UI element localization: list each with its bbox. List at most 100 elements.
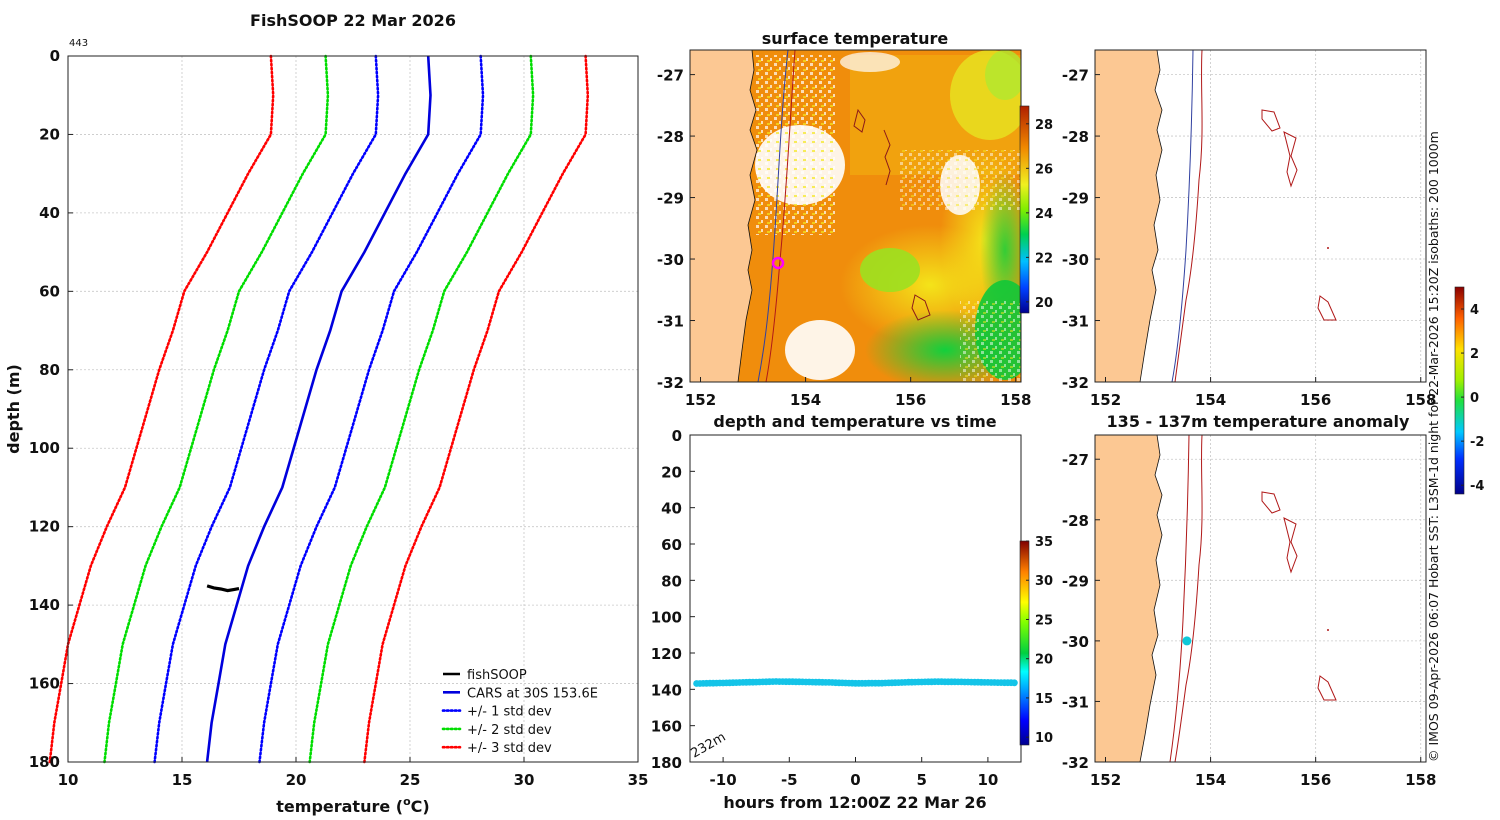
map-y-tick-label: -32 — [1062, 374, 1089, 392]
map-y-tick-label: -31 — [1062, 313, 1089, 331]
profile-title: FishSOOP 22 Mar 2026 — [250, 11, 456, 30]
map-y-tick-label: -28 — [657, 128, 684, 146]
cars-mean-line — [205, 55, 432, 763]
sst-colorbar — [1019, 105, 1030, 314]
time-panel-title: depth and temperature vs time — [713, 412, 996, 431]
time-y-tick-label: 0 — [672, 427, 682, 445]
time-x-tick-label: 5 — [916, 771, 926, 789]
colorbar-tick-label: -2 — [1470, 435, 1484, 450]
map-x-tick-label: 154 — [1195, 771, 1226, 789]
map-x-tick-label: 156 — [1300, 391, 1331, 409]
profile-y-tick-label: 180 — [29, 753, 60, 771]
colorbar-tick-label: 30 — [1035, 574, 1053, 589]
legend-entry: +/- 3 std dev — [467, 741, 552, 756]
map-y-tick-label: -32 — [1062, 754, 1089, 772]
profile-x-tick-label: 35 — [628, 771, 649, 789]
colorbar-tick-label: 2 — [1470, 347, 1479, 362]
profile-y-tick-label: 60 — [39, 282, 60, 300]
coast-map-panel: 152 154 156 158 -27 -28 -29 -30 -31 -32 — [1062, 49, 1437, 409]
map-y-tick-label: -30 — [1062, 251, 1089, 269]
fishsoop-observation — [206, 584, 240, 593]
profile-legend: fishSOOP CARS at 30S 153.6E +/- 1 std dev +… — [441, 668, 598, 756]
legend-entry: CARS at 30S 153.6E — [467, 686, 598, 701]
sst-isobath-1000 — [765, 50, 796, 382]
profile-id-label: 443 — [69, 38, 88, 49]
time-x-tick-label: -5 — [781, 771, 798, 789]
colorbar-tick-label: 4 — [1470, 303, 1479, 318]
profile-y-tick-label: 40 — [39, 204, 60, 222]
map-x-tick-label: 156 — [895, 391, 926, 409]
map-y-tick-label: -28 — [1062, 128, 1089, 146]
map-x-tick-label: 152 — [1090, 391, 1121, 409]
profile-y-label: depth (m) — [4, 364, 23, 454]
map-y-tick-label: -27 — [1062, 451, 1089, 469]
anomaly-map-ticks: 152 154 156 158 -27 -28 -29 -30 -31 -32 — [1062, 451, 1437, 789]
sst-image — [690, 50, 1021, 382]
anomaly-map-land — [1095, 435, 1163, 762]
map-y-tick-label: -28 — [1062, 512, 1089, 530]
map-x-tick-label: 152 — [1090, 771, 1121, 789]
std-line-upper — [363, 54, 590, 764]
coast-map-isobath-1000 — [1174, 50, 1203, 382]
map-x-tick-label: 158 — [1405, 771, 1436, 789]
coast-map-ticks: 152 154 156 158 -27 -28 -29 -30 -31 -32 — [1062, 67, 1437, 409]
colorbar-tick-label: 26 — [1035, 162, 1053, 177]
map-y-tick-label: -30 — [1062, 633, 1089, 651]
map-y-tick-label: -32 — [657, 374, 684, 392]
anomaly-point — [1182, 636, 1192, 646]
colorbar-tick-label: 28 — [1035, 118, 1053, 133]
profile-y-tick-label: 140 — [29, 596, 60, 614]
std-line-lower — [103, 54, 330, 764]
colorbar-tick-label: 35 — [1035, 535, 1053, 550]
time-x-tick-label: 10 — [977, 771, 998, 789]
map-y-tick-label: -27 — [1062, 67, 1089, 85]
colorbar-tick-label: 0 — [1470, 391, 1479, 406]
legend-entry: +/- 1 std dev — [467, 705, 552, 720]
colorbar-tick-label: -4 — [1470, 479, 1484, 494]
profile-y-tick-label: 160 — [29, 675, 60, 693]
time-x-tick-label: 0 — [850, 771, 860, 789]
profile-lines — [48, 54, 590, 764]
map-x-tick-label: 158 — [1000, 391, 1031, 409]
time-y-tick-label: 140 — [651, 681, 682, 699]
profile-plot-area — [68, 56, 638, 762]
anomaly-colorbar — [1454, 286, 1465, 495]
sst-map-ticks: 152 154 156 158 -27 -28 -29 -30 -31 -32 — [657, 67, 1032, 409]
map-x-tick-label: 156 — [1300, 771, 1331, 789]
map-y-tick-label: -29 — [1062, 572, 1089, 590]
std-line-upper — [258, 54, 485, 764]
time-points — [693, 678, 1018, 687]
map-y-tick-label: -27 — [657, 67, 684, 85]
map-x-tick-label: 154 — [1195, 391, 1226, 409]
time-colorbar-ticks: 10 15 20 25 30 35 — [1026, 535, 1053, 746]
map-y-tick-label: -29 — [657, 190, 684, 208]
time-y-tick-label: 120 — [651, 645, 682, 663]
profile-y-tick-label: 120 — [29, 518, 60, 536]
colorbar-tick-label: 25 — [1035, 613, 1053, 628]
profile-y-tick-label: 20 — [39, 125, 60, 143]
sst-map-panel: surface temperature — [657, 29, 1053, 409]
time-y-tick-label: 20 — [661, 463, 682, 481]
anomaly-map-panel: 135 - 137m temperature anomaly 152 154 156… — [1062, 286, 1484, 789]
colorbar-tick-label: 24 — [1035, 207, 1053, 222]
sst-location-marker — [771, 256, 785, 270]
profile-x-tick-label: 30 — [514, 771, 535, 789]
colorbar-tick-label: 22 — [1035, 251, 1053, 266]
time-y-tick-label: 100 — [651, 609, 682, 627]
time-y-tick-label: 40 — [661, 500, 682, 518]
colorbar-tick-label: 15 — [1035, 692, 1053, 707]
time-x-label: hours from 12:00Z 22 Mar 26 — [723, 793, 986, 812]
map-y-tick-label: -30 — [657, 251, 684, 269]
map-x-tick-label: 154 — [790, 391, 821, 409]
profile-panel: FishSOOP 22 Mar 2026 443 10 15 20 25 30 35 0 2… — [4, 11, 648, 816]
time-colorbar — [1019, 540, 1030, 746]
legend-entry: fishSOOP — [467, 668, 527, 683]
time-y-tick-label: 80 — [661, 572, 682, 590]
colorbar-tick-label: 20 — [1035, 653, 1053, 668]
anomaly-map-title: 135 - 137m temperature anomaly — [1107, 412, 1410, 431]
profile-y-tick-label: 0 — [50, 47, 60, 65]
std-line-lower — [153, 54, 380, 764]
time-panel: depth and temperature vs time -10 -5 0 5 100… — [651, 412, 1053, 812]
